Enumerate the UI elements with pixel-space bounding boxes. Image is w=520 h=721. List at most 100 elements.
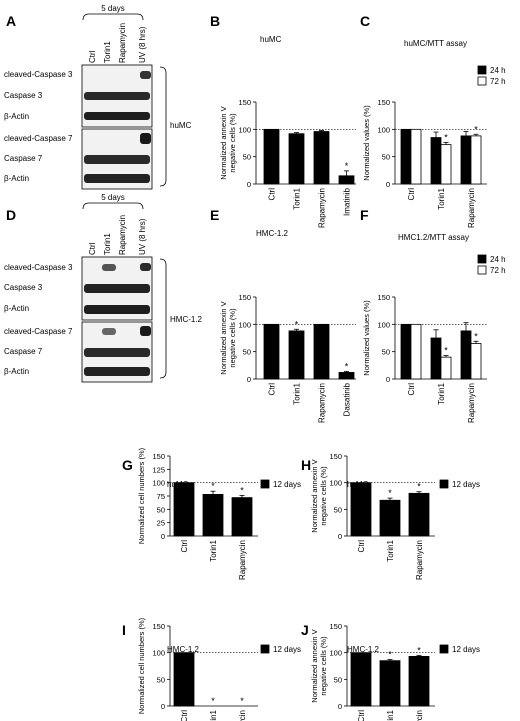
legend-swatch [477, 254, 487, 264]
y-tick-label: 150 [238, 293, 251, 302]
y-axis-label: Normalized annexin Vnegative cells (%) [219, 106, 237, 179]
y-tick-label: 25 [157, 519, 165, 528]
legend-label: 12 days [273, 645, 301, 654]
x-tick-label: Rapamycin [238, 710, 247, 721]
legend-swatch [260, 479, 270, 489]
x-tick-label: Rapamycin [467, 383, 476, 423]
band [84, 284, 150, 293]
panel-d-western-blot: D 5 days Ctrl Torin1 Rapamycin UV (8 hrs… [4, 193, 203, 383]
bar [338, 175, 355, 185]
y-tick-label: 150 [329, 622, 342, 631]
band [102, 328, 116, 335]
x-tick-label: Ctrl [407, 383, 416, 396]
band [102, 264, 116, 271]
y-tick-label: 0 [386, 180, 390, 189]
chart-title: huMC [260, 35, 282, 44]
bar [408, 656, 430, 707]
chart-i-cell-numbers-hmc12: I HMC-1.2 Normalized cell numbers (%) 0 50 10… [122, 617, 301, 721]
y-tick-label: 150 [152, 452, 165, 461]
y-tick-label: 150 [152, 622, 165, 631]
bar [410, 323, 422, 380]
y-tick-label: 125 [152, 465, 165, 474]
row-label-cleaved-caspase3: cleaved-Caspase 3 [4, 70, 73, 79]
y-tick-label: 150 [377, 98, 390, 107]
x-tick-label: Dasatinib [343, 382, 352, 416]
y-tick-label: 50 [157, 675, 165, 684]
y-tick-label: 50 [334, 675, 342, 684]
legend-label: 24 h [490, 66, 506, 75]
x-tick-label: Torin1 [437, 382, 446, 404]
y-tick-label: 50 [382, 153, 390, 162]
significance-asterisk: * [417, 482, 421, 492]
bar [202, 493, 224, 537]
x-tick-label: Rapamycin [415, 540, 424, 580]
y-tick-label: 50 [334, 505, 342, 514]
bar [410, 128, 422, 185]
lane-label-uv: UV (8 hrs) [138, 26, 147, 63]
x-tick-label: Ctrl [357, 540, 366, 553]
bar [470, 343, 482, 380]
bar [173, 482, 195, 537]
x-tick-label: Torin1 [209, 709, 218, 721]
chart-title: HMC-1.2 [256, 229, 289, 238]
chart-title: HMC-1.2 [347, 645, 380, 654]
treatment-duration-label: 5 days [101, 193, 125, 202]
band [84, 174, 150, 183]
bar [460, 330, 472, 380]
panel-letter: G [122, 457, 133, 473]
y-tick-label: 100 [152, 479, 165, 488]
legend-label: 12 days [452, 480, 480, 489]
legend-swatch [439, 479, 449, 489]
y-tick-label: 50 [243, 153, 251, 162]
y-axis-label: Normalized cell numbers (%) [137, 447, 146, 544]
row-label-beta-actin: β-Actin [4, 174, 29, 183]
x-tick-label: Rapamycin [318, 383, 327, 423]
bar [379, 660, 401, 707]
blot-bands [84, 71, 151, 183]
cell-line-label: huMC [170, 121, 192, 130]
y-tick-label: 75 [157, 492, 165, 501]
chart-g-cell-numbers-humc: GhuMCNormalized cell numbers (%)02550751… [122, 447, 301, 580]
significance-asterisk: * [474, 124, 478, 134]
treatment-duration-label: 5 days [101, 4, 125, 13]
x-tick-label: Ctrl [268, 383, 277, 396]
chart-title: HMC-1.2 [167, 645, 200, 654]
bar [313, 323, 330, 380]
x-tick-label: Ctrl [357, 710, 366, 721]
y-tick-label: 150 [238, 98, 251, 107]
y-tick-label: 100 [329, 649, 342, 658]
panel-letter: E [210, 207, 219, 223]
y-tick-label: 0 [247, 180, 251, 189]
bar [288, 330, 305, 380]
bar [338, 372, 355, 380]
band [84, 367, 150, 376]
y-tick-label: 50 [243, 348, 251, 357]
cell-line-label: HMC-1.2 [170, 315, 203, 324]
lane-label-ctrl: Ctrl [88, 50, 97, 63]
bar [470, 135, 482, 185]
y-tick-label: 0 [338, 702, 342, 711]
y-tick-label: 0 [338, 532, 342, 541]
duration-bracket [82, 202, 144, 210]
bar [400, 323, 412, 380]
x-tick-label: Imatinib [343, 187, 352, 216]
y-axis-label: Normalized annexin Vnegative cells (%) [310, 629, 328, 702]
y-axis-label: Normalized annexin Vnegative cells (%) [219, 301, 237, 374]
x-tick-label: Torin1 [386, 539, 395, 561]
bar [408, 492, 430, 537]
y-tick-label: 0 [161, 702, 165, 711]
y-tick-label: 0 [247, 375, 251, 384]
significance-asterisk: * [295, 319, 299, 329]
x-tick-label: Rapamycin [415, 710, 424, 721]
y-tick-label: 50 [382, 348, 390, 357]
legend-swatch [477, 265, 487, 275]
y-axis-label-line: Normalized annexin V [310, 629, 319, 702]
x-tick-label: Ctrl [180, 540, 189, 553]
row-label-caspase7: Caspase 7 [4, 347, 43, 356]
x-tick-label: Rapamycin [238, 540, 247, 580]
row-label-caspase3: Caspase 3 [4, 91, 43, 100]
legend-swatch [477, 65, 487, 75]
bar [288, 133, 305, 185]
band [84, 112, 150, 120]
panel-letter: J [301, 622, 309, 638]
